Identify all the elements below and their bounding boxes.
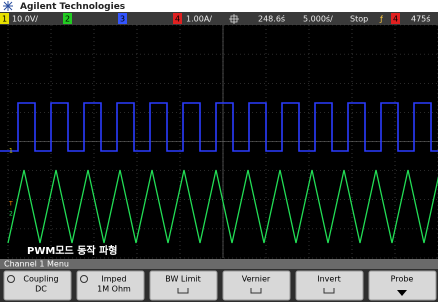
annotation: PWM모드 동작 파형 xyxy=(27,244,117,257)
softkey-label: Probe xyxy=(391,275,414,284)
timebase: 5.000ś/ xyxy=(303,14,333,24)
softkey-label: Vernier xyxy=(242,275,271,284)
channel-number: 3 xyxy=(120,15,125,24)
channel-number: 1 xyxy=(2,15,7,24)
channel-number: 4 xyxy=(175,15,180,24)
run-state: Stop xyxy=(350,15,368,24)
trigger-slope: ƒ xyxy=(379,15,383,24)
channel-marker: 1 xyxy=(9,148,13,155)
softkey-label: Coupling xyxy=(23,275,58,284)
channel-number: 4 xyxy=(393,15,398,24)
ch4-scale: 1.00A/ xyxy=(186,15,212,24)
screen xyxy=(0,25,438,259)
brand: Agilent Technologies xyxy=(20,2,125,12)
softkey-label: Invert xyxy=(317,275,341,284)
softkey-value: 1M Ohm xyxy=(97,285,131,294)
softkey-label: BW Limit xyxy=(165,275,201,284)
channel-marker: T xyxy=(8,201,13,208)
menu-title: Channel 1 Menu xyxy=(4,260,69,269)
trigger-level: 475ś xyxy=(411,14,430,24)
softkey-value: DC xyxy=(35,285,47,294)
channel-number: 2 xyxy=(65,15,70,24)
delay: 248.6ś xyxy=(258,14,285,24)
channel-marker: 2 xyxy=(9,211,13,218)
page: Agilent Technologies 1 10.0V/2 3 4 1.00A/248… xyxy=(0,0,438,302)
ch1-scale: 10.0V/ xyxy=(12,15,38,24)
logo xyxy=(3,1,13,11)
oscilloscope: Agilent Technologies 1 10.0V/2 3 4 1.00A/248… xyxy=(0,0,438,302)
softkey-label: Imped xyxy=(101,275,126,284)
